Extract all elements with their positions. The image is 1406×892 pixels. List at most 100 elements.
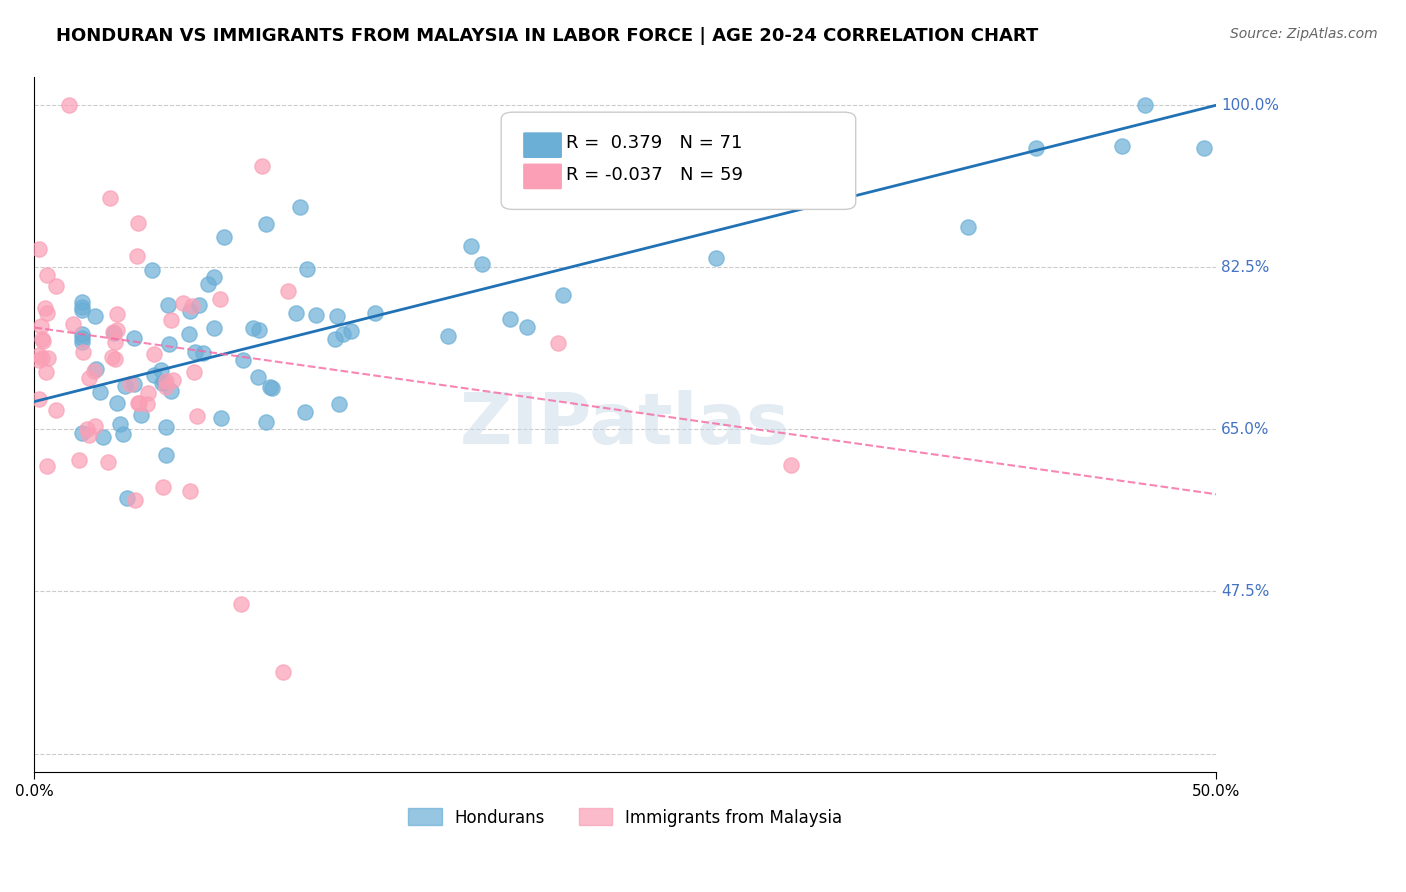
Hondurans [150,362,173,376]
Immigrants from Malaysia [250,159,273,173]
Hondurans [70,303,93,318]
Hondurans [202,269,225,284]
Immigrants from Malaysia [127,395,149,409]
Immigrants from Malaysia [136,397,159,411]
Hondurans [305,308,328,322]
Hondurans [188,298,211,312]
Legend: Hondurans, Immigrants from Malaysia: Hondurans, Immigrants from Malaysia [402,802,849,833]
Hondurans [328,397,350,411]
Hondurans [553,287,575,301]
Hondurans [516,320,538,334]
Immigrants from Malaysia [155,380,177,394]
Hondurans [704,251,727,265]
Hondurans [242,321,264,335]
Hondurans [156,298,179,312]
Hondurans [70,300,93,314]
Hondurans [122,377,145,392]
Immigrants from Malaysia [277,284,299,298]
Text: HONDURAN VS IMMIGRANTS FROM MALAYSIA IN LABOR FORCE | AGE 20-24 CORRELATION CHAR: HONDURAN VS IMMIGRANTS FROM MALAYSIA IN … [56,27,1039,45]
Immigrants from Malaysia [35,458,58,473]
Immigrants from Malaysia [152,480,174,494]
Immigrants from Malaysia [67,452,90,467]
Hondurans [262,381,284,395]
Immigrants from Malaysia [105,323,128,337]
Immigrants from Malaysia [547,335,569,350]
Hondurans [143,368,166,383]
Immigrants from Malaysia [118,377,141,392]
Immigrants from Malaysia [72,344,94,359]
Hondurans [157,336,180,351]
Text: R =  0.379   N = 71: R = 0.379 N = 71 [567,135,742,153]
Immigrants from Malaysia [45,403,67,417]
Text: R = -0.037   N = 59: R = -0.037 N = 59 [567,166,744,184]
Hondurans [1194,141,1216,155]
Hondurans [197,277,219,291]
Hondurans [209,410,232,425]
FancyBboxPatch shape [523,132,562,159]
Hondurans [70,426,93,441]
Hondurans [259,380,281,394]
Hondurans [193,346,215,360]
Hondurans [288,201,311,215]
Hondurans [84,362,107,376]
Hondurans [153,375,176,389]
Text: 100.0%: 100.0% [1220,98,1279,112]
Immigrants from Malaysia [155,374,177,388]
Hondurans [114,379,136,393]
Text: Source: ZipAtlas.com: Source: ZipAtlas.com [1230,27,1378,41]
Hondurans [70,334,93,349]
Text: 82.5%: 82.5% [1220,260,1270,275]
Hondurans [159,384,181,398]
Hondurans [105,395,128,409]
Immigrants from Malaysia [84,418,107,433]
Hondurans [297,261,319,276]
Hondurans [155,420,177,434]
Hondurans [957,220,980,235]
Hondurans [332,327,354,342]
Hondurans [179,326,201,341]
Hondurans [323,332,346,346]
Immigrants from Malaysia [62,317,84,331]
Immigrants from Malaysia [136,386,159,401]
Text: 47.5%: 47.5% [1220,584,1270,599]
Immigrants from Malaysia [105,308,128,322]
Immigrants from Malaysia [231,597,253,611]
Hondurans [340,324,363,338]
Hondurans [284,305,307,319]
Hondurans [247,323,270,337]
Hondurans [122,331,145,345]
Immigrants from Malaysia [128,396,150,410]
Hondurans [129,409,152,423]
Hondurans [155,448,177,462]
Immigrants from Malaysia [181,299,204,313]
Text: ZIPatlas: ZIPatlas [460,390,790,459]
Immigrants from Malaysia [31,332,53,346]
Immigrants from Malaysia [172,296,194,310]
Hondurans [1135,98,1157,112]
Hondurans [179,303,201,318]
Hondurans [246,369,269,384]
Immigrants from Malaysia [77,370,100,384]
Hondurans [471,257,494,271]
Hondurans [84,309,107,323]
Hondurans [103,326,125,341]
Immigrants from Malaysia [98,191,121,205]
Immigrants from Malaysia [76,422,98,436]
Hondurans [70,326,93,341]
Hondurans [232,353,254,368]
Immigrants from Malaysia [37,351,59,365]
Hondurans [115,491,138,505]
Hondurans [294,405,316,419]
Hondurans [202,321,225,335]
Immigrants from Malaysia [186,409,208,423]
Immigrants from Malaysia [58,98,80,112]
Immigrants from Malaysia [28,392,51,407]
Immigrants from Malaysia [97,455,120,469]
Hondurans [141,262,163,277]
Immigrants from Malaysia [28,242,51,256]
Immigrants from Malaysia [208,292,231,306]
Immigrants from Malaysia [30,319,52,334]
Immigrants from Malaysia [779,458,801,472]
Immigrants from Malaysia [271,665,294,679]
Immigrants from Malaysia [125,249,148,263]
